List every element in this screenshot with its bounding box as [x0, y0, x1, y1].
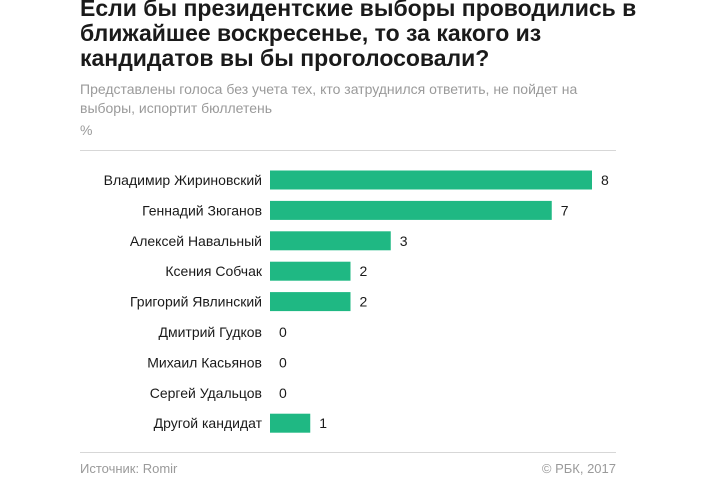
bar [270, 261, 351, 281]
category-label: Владимир Жириновский [104, 172, 262, 188]
value-label: 2 [360, 294, 368, 310]
category-label: Дмитрий Гудков [158, 324, 262, 340]
value-label: 2 [360, 263, 368, 279]
value-label: 3 [400, 233, 408, 249]
copyright-note: © РБК, 2017 [541, 461, 616, 476]
bottom-divider [80, 452, 616, 453]
value-label: 0 [279, 385, 287, 401]
bar [270, 170, 592, 190]
category-label: Алексей Навальный [130, 233, 262, 249]
category-label: Сергей Удальцов [150, 385, 262, 401]
category-label: Геннадий Зюганов [142, 202, 262, 218]
value-label: 0 [279, 324, 287, 340]
top-divider [80, 150, 616, 151]
category-label: Михаил Касьянов [147, 354, 262, 370]
bar [270, 413, 311, 433]
category-label: Григорий Явлинский [130, 294, 262, 310]
category-label: Другой кандидат [154, 415, 263, 431]
bar [270, 292, 351, 312]
unit-label: % [80, 122, 93, 138]
value-label: 7 [561, 202, 569, 218]
source-note: Источник: Romir [80, 461, 178, 476]
value-label: 1 [319, 415, 327, 431]
category-label: Ксения Собчак [165, 263, 262, 279]
bar [270, 200, 552, 220]
chart-subtitle: Представлены голоса без учета тех, кто з… [80, 81, 578, 116]
chart-title: Если бы президентские выборы проводились… [80, 0, 637, 71]
bar [270, 231, 391, 251]
value-label: 0 [279, 354, 287, 370]
value-label: 8 [601, 172, 609, 188]
